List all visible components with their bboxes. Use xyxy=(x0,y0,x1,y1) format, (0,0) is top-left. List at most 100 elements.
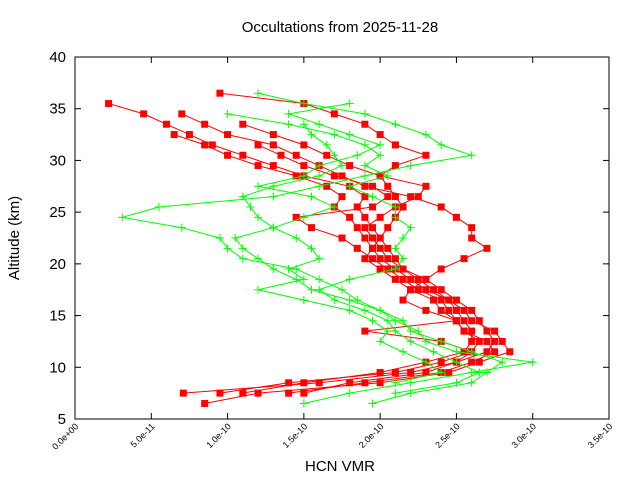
data-point xyxy=(437,203,445,211)
data-point xyxy=(391,202,400,211)
x-tick-label: 3.0e-10 xyxy=(509,421,538,450)
y-tick-label: 30 xyxy=(49,152,66,169)
data-point xyxy=(384,182,392,190)
series-layer xyxy=(105,89,537,408)
data-point xyxy=(307,285,316,294)
data-point xyxy=(216,89,224,97)
data-point xyxy=(285,379,293,387)
data-point xyxy=(369,203,377,211)
data-point xyxy=(399,234,408,242)
data-point xyxy=(300,389,308,397)
data-point xyxy=(414,193,422,201)
data-point xyxy=(437,296,445,304)
data-point xyxy=(284,120,293,129)
data-point xyxy=(429,347,438,356)
data-point xyxy=(239,151,247,159)
data-point xyxy=(346,213,354,221)
data-point xyxy=(315,379,323,387)
data-point xyxy=(307,244,316,253)
data-point xyxy=(345,389,354,398)
data-point xyxy=(391,162,399,170)
data-point xyxy=(269,192,278,201)
data-point xyxy=(369,244,377,252)
data-point xyxy=(345,306,354,315)
data-point xyxy=(284,109,293,118)
data-point xyxy=(224,131,232,139)
data-point xyxy=(376,337,385,346)
data-point xyxy=(299,275,308,284)
data-point xyxy=(475,358,483,366)
data-point xyxy=(338,285,346,294)
data-point xyxy=(361,255,369,263)
x-tick-label: 2.0e-10 xyxy=(357,421,386,450)
data-point xyxy=(468,337,476,345)
data-point xyxy=(292,213,300,221)
data-point xyxy=(254,285,263,294)
data-point xyxy=(118,213,127,222)
data-point xyxy=(384,244,392,252)
data-point xyxy=(384,255,392,263)
data-point xyxy=(360,306,369,315)
data-point xyxy=(269,182,278,191)
y-tick-label: 5 xyxy=(58,411,66,428)
data-point xyxy=(315,285,324,294)
data-point xyxy=(391,244,400,253)
data-point xyxy=(460,317,468,325)
data-point xyxy=(345,99,354,108)
data-point xyxy=(361,182,369,190)
data-point xyxy=(452,317,460,325)
data-point xyxy=(360,140,369,149)
data-point xyxy=(238,244,247,253)
data-point xyxy=(330,130,339,139)
data-point xyxy=(299,399,308,408)
data-point xyxy=(361,234,369,242)
y-tick-label: 15 xyxy=(49,308,66,325)
data-point xyxy=(369,234,377,242)
data-point xyxy=(430,286,438,294)
data-point xyxy=(421,130,430,139)
data-point xyxy=(376,368,384,376)
data-point xyxy=(368,399,377,408)
data-point xyxy=(299,296,308,305)
y-tick-label: 20 xyxy=(49,256,66,273)
data-point xyxy=(391,368,399,376)
data-point xyxy=(346,379,354,387)
data-point xyxy=(468,327,476,335)
profile-line xyxy=(241,123,443,384)
data-point xyxy=(483,337,491,345)
data-point xyxy=(322,140,331,149)
x-tick-label: 5.0e-11 xyxy=(129,421,157,449)
data-point xyxy=(437,265,445,273)
data-point xyxy=(452,306,460,314)
data-point xyxy=(421,358,430,367)
data-point xyxy=(238,254,247,263)
y-axis-label: Altitude (km) xyxy=(6,196,23,280)
data-point xyxy=(460,255,468,263)
data-point xyxy=(238,192,247,201)
data-point xyxy=(399,265,407,273)
data-point xyxy=(437,358,445,366)
data-point xyxy=(460,327,468,335)
data-point xyxy=(399,275,407,283)
data-point xyxy=(414,286,422,294)
data-point xyxy=(422,368,430,376)
data-point xyxy=(482,368,491,377)
data-point xyxy=(269,162,277,170)
data-point xyxy=(452,378,461,387)
data-point xyxy=(201,399,209,407)
data-point xyxy=(224,151,232,159)
data-point xyxy=(407,286,415,294)
data-point xyxy=(399,296,407,304)
data-point xyxy=(475,337,483,345)
data-point xyxy=(468,234,476,242)
data-point xyxy=(269,265,278,274)
data-point xyxy=(468,358,476,366)
data-point xyxy=(467,378,476,387)
data-point xyxy=(391,193,399,201)
data-point xyxy=(430,296,438,304)
data-point xyxy=(506,348,514,356)
data-point xyxy=(391,389,400,398)
data-point xyxy=(421,337,430,346)
data-point xyxy=(437,286,445,294)
data-point xyxy=(338,172,346,180)
